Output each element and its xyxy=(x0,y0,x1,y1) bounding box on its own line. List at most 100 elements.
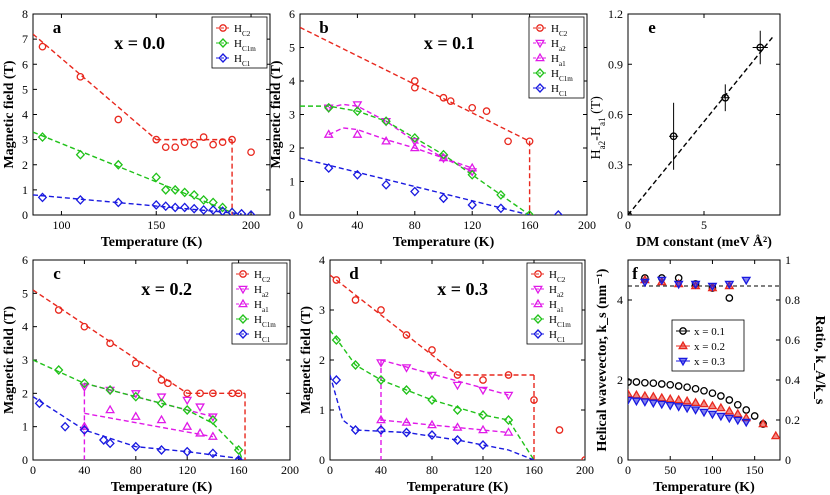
x-tick-label: 200 xyxy=(578,218,596,232)
x-tick-label: 200 xyxy=(242,218,260,232)
y-tick-label: 0 xyxy=(319,453,325,467)
data-point xyxy=(179,187,190,198)
data-point xyxy=(438,154,449,164)
data-point xyxy=(628,388,633,398)
data-point xyxy=(742,406,751,414)
data-point xyxy=(648,399,659,409)
data-point xyxy=(381,135,392,145)
series-x01 xyxy=(628,30,768,215)
data-point xyxy=(673,403,684,412)
data-point xyxy=(350,425,361,435)
data-point xyxy=(164,379,172,388)
data-point xyxy=(467,169,477,180)
legend-marker xyxy=(678,340,688,350)
data-point xyxy=(674,382,683,390)
legend-text: HC2 xyxy=(234,23,251,38)
y-tick-label: 6 xyxy=(22,253,28,267)
data-point xyxy=(401,364,412,373)
data-point xyxy=(427,419,437,429)
y-tick-label: 0 xyxy=(289,208,295,222)
data-point xyxy=(401,427,412,438)
y-tick-label: 6 xyxy=(289,7,295,21)
data-point xyxy=(452,381,463,391)
data-point xyxy=(496,189,506,200)
data-point xyxy=(468,103,477,112)
data-point xyxy=(37,132,48,143)
data-point xyxy=(758,418,769,428)
y2-tick-label: 0.4 xyxy=(785,373,800,387)
y-tick-label: 2 xyxy=(289,141,295,155)
x-tick-label: 150 xyxy=(147,218,165,232)
legend: x = 0.1 x = 0.2 x = 0.3 xyxy=(671,319,745,372)
data-point xyxy=(75,194,86,205)
x-tick-label: 200 xyxy=(576,463,594,477)
legend-text: Ha2 xyxy=(551,38,566,53)
data-point xyxy=(639,398,650,407)
data-point xyxy=(503,415,514,425)
data-point xyxy=(207,431,218,440)
data-point xyxy=(234,389,243,398)
data-point xyxy=(666,380,675,389)
data-point xyxy=(770,430,780,440)
legend-marker xyxy=(533,329,543,339)
data-point xyxy=(381,179,391,190)
data-point xyxy=(401,417,412,426)
data-point xyxy=(482,107,491,116)
plot-area xyxy=(33,33,256,215)
panel-label: b xyxy=(319,18,328,37)
guide-line xyxy=(300,157,530,215)
data-point xyxy=(183,389,192,398)
y-tick-label: 4 xyxy=(617,293,623,307)
legend-marker xyxy=(239,270,247,278)
y-tick-label: 5 xyxy=(22,286,28,300)
data-point xyxy=(524,210,535,215)
panel-label: d xyxy=(349,264,359,283)
data-point xyxy=(427,430,437,440)
data-point xyxy=(105,385,115,395)
legend-text: HC2 xyxy=(551,23,568,38)
legend-text: HC1m xyxy=(549,314,571,329)
y-tick-label: 7 xyxy=(22,32,28,46)
data-point xyxy=(79,425,90,435)
data-point xyxy=(161,143,170,152)
data-point xyxy=(721,93,730,102)
data-point xyxy=(331,375,342,385)
y-tick-label: 5 xyxy=(289,41,295,55)
legend-marker xyxy=(218,38,228,48)
legend-marker xyxy=(534,270,542,278)
data-point xyxy=(324,163,334,174)
panel-label: e xyxy=(648,18,656,37)
y-tick-label: 1 xyxy=(319,403,325,417)
data-point xyxy=(217,202,228,213)
data-point xyxy=(453,371,462,379)
y-tick-label: 6 xyxy=(22,57,28,71)
panel-d: 0 40 80 120 160 200 0 1 2 3 4 Temperature (K) Magnet… xyxy=(299,253,594,495)
legend-text: HC2 xyxy=(254,269,271,284)
plot-area xyxy=(628,274,780,440)
data-point xyxy=(715,412,726,422)
x-tick-label: 40 xyxy=(351,218,363,232)
data-point xyxy=(98,435,109,445)
y2-tick-label: 1 xyxy=(785,253,791,267)
panel-f: 0 50 100 150 0 2 4 0 0.2 0.4 0.6 0.8 1 Temperature (K… xyxy=(595,253,827,495)
data-point xyxy=(452,435,463,445)
data-point xyxy=(233,445,244,455)
legend-text: HC1 xyxy=(234,53,251,68)
y-axis-label: Magnetic field (T) xyxy=(2,60,17,168)
x-tick-label: 120 xyxy=(474,463,492,477)
legend-text: HC1m xyxy=(254,314,276,329)
y-tick-label: 0 xyxy=(22,453,28,467)
series-x03 xyxy=(628,396,752,428)
data-point xyxy=(438,149,449,160)
data-point xyxy=(504,137,512,146)
data-point xyxy=(180,138,189,146)
data-point xyxy=(38,42,47,51)
legend-text: Ha2 xyxy=(549,284,564,299)
legend-text: HC1m xyxy=(234,38,256,53)
data-point xyxy=(105,386,116,396)
data-point xyxy=(673,394,684,404)
data-point xyxy=(628,378,632,386)
data-point xyxy=(525,137,534,146)
legend-text: HC1 xyxy=(551,83,568,98)
